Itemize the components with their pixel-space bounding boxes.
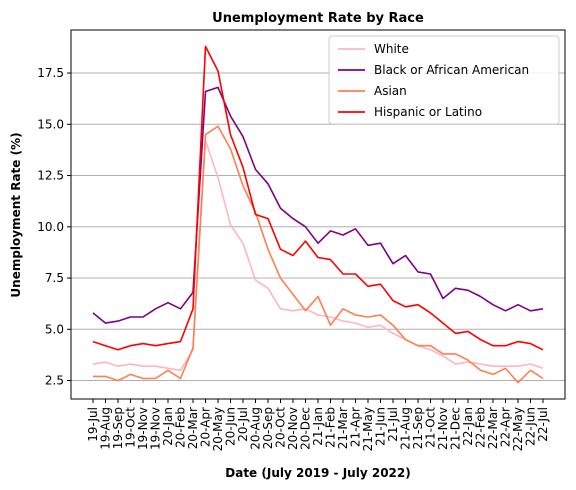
series-line-white [92, 139, 544, 372]
x-tick-label: 22-Jun [524, 407, 538, 446]
x-tick-label: 22-May [511, 407, 525, 451]
x-tick-label: 19-Oct [124, 407, 138, 448]
y-tick-label: 12.5 [37, 169, 64, 183]
legend: White Black or African American Asian Hispa… [328, 35, 560, 125]
x-tick-label: 20-Feb [174, 407, 188, 448]
legend-frame [328, 35, 560, 125]
x-tick-label: 20-Apr [199, 407, 213, 447]
series-line-black-or-african-american [92, 86, 544, 324]
chart-title: Unemployment Rate by Race [212, 11, 424, 26]
x-tick-label: 20-Jan [161, 407, 175, 446]
x-axis-title: Date (July 2019 - July 2022) [225, 466, 410, 480]
y-tick-label: 2.5 [45, 374, 64, 388]
x-ticks: 19-Jul19-Aug19-Sep19-Oct19-Nov19-Nov20-J… [86, 399, 550, 451]
x-tick-label: 21-Oct [424, 407, 438, 448]
x-tick-label: 21-Mar [336, 407, 350, 449]
grid-layer [71, 72, 565, 382]
legend-label: Hispanic or Latino [374, 105, 482, 119]
x-tick-label: 21-Nov [436, 407, 450, 450]
x-tick-label: 21-Feb [324, 407, 338, 448]
legend-label: Asian [374, 84, 407, 98]
y-tick-label: 7.5 [45, 271, 64, 285]
x-tick-label: 22-Apr [499, 407, 513, 447]
x-tick-label: 19-Sep [111, 407, 125, 449]
x-tick-label: 19-Nov [136, 407, 150, 450]
x-tick-label: 22-Jul [536, 407, 550, 442]
x-tick-label: 21-May [361, 407, 375, 451]
x-tick-label: 20-Jul [236, 407, 250, 442]
x-tick-label: 19-Nov [149, 407, 163, 450]
y-tick-label: 15.0 [37, 117, 64, 131]
x-tick-label: 21-Apr [349, 407, 363, 447]
y-tick-label: 10.0 [37, 220, 64, 234]
x-tick-label: 19-Aug [99, 407, 113, 450]
x-tick-label: 21-Jul [386, 407, 400, 442]
x-tick-label: 21-Jan [311, 407, 325, 446]
x-tick-label: 22-Mar [486, 407, 500, 449]
x-tick-label: 19-Jul [86, 407, 100, 442]
y-tick-label: 5.0 [45, 322, 64, 336]
y-ticks: 2.5 5.0 7.5 10.0 12.5 15.0 17.5 [37, 66, 71, 388]
x-tick-label: 20-Aug [249, 407, 263, 450]
legend-label: White [374, 42, 409, 56]
x-tick-label: 21-Dec [449, 407, 463, 450]
x-tick-label: 21-Aug [399, 407, 413, 450]
x-tick-label: 20-Dec [299, 407, 313, 450]
y-axis-title: Unemployment Rate (%) [9, 132, 23, 297]
x-tick-label: 21-Sep [411, 407, 425, 449]
x-tick-label: 20-Nov [286, 407, 300, 450]
series-line-asian [93, 125, 544, 384]
x-tick-label: 20-Jun [224, 407, 238, 446]
x-tick-label: 20-Oct [274, 407, 288, 448]
lines-layer [92, 45, 544, 384]
series-line-hispanic-or-latino [92, 45, 544, 351]
x-tick-label: 22-Feb [474, 407, 488, 448]
x-tick-label: 21-Jun [374, 407, 388, 446]
x-tick-label: 22-Jan [461, 407, 475, 446]
y-tick-label: 17.5 [37, 66, 64, 80]
x-tick-label: 20-Sep [261, 407, 275, 449]
legend-label: Black or African American [374, 63, 529, 77]
x-tick-label: 20-Mar [186, 407, 200, 449]
x-tick-label: 20-May [211, 407, 225, 451]
